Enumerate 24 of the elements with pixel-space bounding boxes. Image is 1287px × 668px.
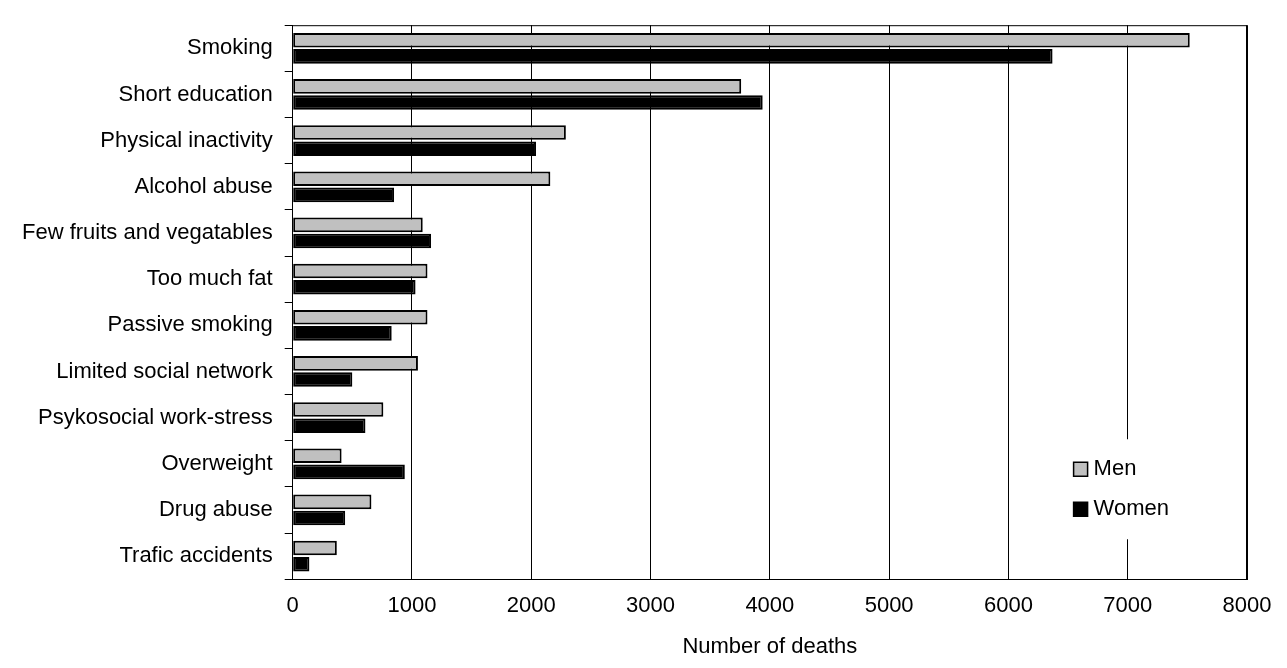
y-tick-label: Drug abuse (158, 496, 273, 522)
x-tick-label: 2000 (506, 592, 556, 618)
y-tick-label: Limited social network (56, 357, 274, 383)
x-tick-label: 5000 (864, 592, 914, 618)
x-tick-label: 1000 (387, 592, 437, 618)
x-tick-label: 7000 (1103, 592, 1153, 618)
y-tick-label: Too much fat (146, 265, 273, 291)
y-tick-label: Physical inactivity (100, 126, 273, 152)
y-tick-label: Alcohol abuse (134, 172, 273, 198)
x-tick-label: 0 (286, 592, 299, 618)
y-tick-label: Overweight (161, 449, 273, 475)
x-tick-label: 8000 (1222, 592, 1272, 618)
y-tick-label: Smoking (187, 34, 273, 60)
y-tick-label: Few fruits and vegatables (21, 219, 273, 245)
y-tick-label: Psykosocial work-stress (37, 403, 273, 429)
y-tick-label: Short education (118, 80, 273, 106)
x-axis-title: Number of deaths (682, 632, 858, 658)
legend-label: Men (1093, 455, 1137, 481)
y-tick-label: Passive smoking (107, 311, 273, 337)
x-tick-label: 6000 (983, 592, 1033, 618)
x-tick-label: 3000 (626, 592, 676, 618)
x-tick-label: 4000 (745, 592, 795, 618)
legend-label: Women (1093, 495, 1170, 521)
y-tick-label: Trafic accidents (119, 542, 273, 568)
